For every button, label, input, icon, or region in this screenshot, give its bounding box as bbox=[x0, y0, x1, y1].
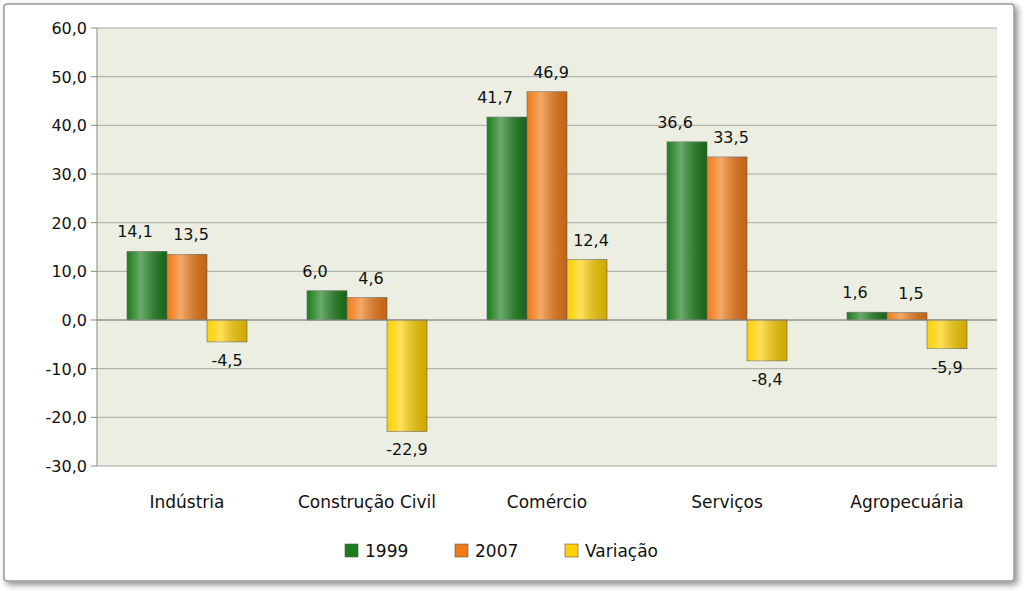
tick-label: 50,0 bbox=[51, 68, 87, 87]
bar bbox=[307, 291, 347, 320]
data-label: 1,5 bbox=[898, 284, 923, 303]
bar bbox=[487, 117, 527, 320]
tick-mark bbox=[91, 320, 97, 321]
tick-label: 0,0 bbox=[62, 311, 87, 330]
data-label: -8,4 bbox=[751, 370, 782, 389]
grid-line bbox=[97, 466, 997, 467]
bar bbox=[167, 254, 207, 320]
bar bbox=[207, 320, 247, 342]
bar-shine bbox=[127, 251, 167, 320]
bar bbox=[567, 260, 607, 320]
bar bbox=[707, 157, 747, 320]
tick-mark bbox=[91, 417, 97, 418]
bar bbox=[347, 298, 387, 320]
frame bbox=[4, 4, 1014, 581]
category-label: Indústria bbox=[149, 492, 224, 512]
bar-shine bbox=[747, 320, 787, 361]
bar bbox=[847, 312, 887, 320]
tick-label: -10,0 bbox=[46, 360, 87, 379]
bar-shine bbox=[307, 291, 347, 320]
chart: -30,0 -20,0 -10,0 0,0 10,0 20,0 30,0 40,0 50,0 60… bbox=[0, 0, 1024, 591]
bar-shine bbox=[667, 142, 707, 320]
tick-label: 40,0 bbox=[51, 116, 87, 135]
data-label: 36,6 bbox=[657, 113, 693, 132]
data-label: 46,9 bbox=[533, 63, 569, 82]
legend-swatch bbox=[455, 544, 468, 557]
bar-shine bbox=[387, 320, 427, 431]
data-label: -22,9 bbox=[386, 440, 427, 459]
bar-shine bbox=[927, 320, 967, 349]
tick-label: -20,0 bbox=[46, 408, 87, 427]
bar-shine bbox=[567, 260, 607, 320]
data-label: -4,5 bbox=[211, 351, 242, 370]
bar-shine bbox=[527, 92, 567, 320]
category-label: Comércio bbox=[507, 492, 587, 512]
data-label: -5,9 bbox=[931, 358, 962, 377]
tick-label: 30,0 bbox=[51, 165, 87, 184]
bar bbox=[927, 320, 967, 349]
bar bbox=[887, 313, 927, 320]
bar-shine bbox=[487, 117, 527, 320]
legend-label: 2007 bbox=[475, 541, 518, 561]
tick-mark bbox=[91, 222, 97, 223]
tick-label: 60,0 bbox=[51, 19, 87, 38]
tick-mark bbox=[91, 271, 97, 272]
plot-area bbox=[97, 28, 997, 466]
category-label: Agropecuária bbox=[850, 492, 963, 512]
bar bbox=[667, 142, 707, 320]
bar bbox=[747, 320, 787, 361]
bar-shine bbox=[347, 298, 387, 320]
category-label: Serviços bbox=[691, 492, 763, 512]
tick-mark bbox=[91, 174, 97, 175]
grid-line bbox=[97, 417, 997, 418]
y-axis bbox=[97, 28, 98, 466]
bar-shine bbox=[847, 312, 887, 320]
bar bbox=[387, 320, 427, 431]
bar-shine bbox=[707, 157, 747, 320]
bar bbox=[527, 92, 567, 320]
tick-mark bbox=[91, 125, 97, 126]
bar-shine bbox=[887, 313, 927, 320]
legend: 1999 2007 Variação bbox=[345, 541, 658, 561]
tick-mark bbox=[91, 76, 97, 77]
data-label: 33,5 bbox=[713, 128, 749, 147]
tick-label: 20,0 bbox=[51, 214, 87, 233]
bars bbox=[127, 92, 967, 432]
data-label: 41,7 bbox=[477, 88, 513, 107]
bar-shine bbox=[167, 254, 207, 320]
data-label: 1,6 bbox=[842, 283, 867, 302]
legend-swatch bbox=[345, 544, 358, 557]
bar-shine bbox=[207, 320, 247, 342]
data-label: 14,1 bbox=[117, 222, 153, 241]
tick-mark bbox=[91, 466, 97, 467]
tick-label: 10,0 bbox=[51, 262, 87, 281]
grid-line bbox=[97, 320, 997, 321]
legend-label: 1999 bbox=[365, 541, 408, 561]
grid-line bbox=[97, 28, 997, 29]
bar bbox=[127, 251, 167, 320]
zero-line bbox=[97, 320, 997, 321]
legend-swatch bbox=[565, 544, 578, 557]
data-label: 13,5 bbox=[173, 225, 209, 244]
data-label: 4,6 bbox=[358, 269, 383, 288]
category-label: Construção Civil bbox=[298, 492, 436, 512]
data-label: 12,4 bbox=[573, 231, 609, 250]
tick-label: -30,0 bbox=[46, 457, 87, 476]
legend-label: Variação bbox=[585, 541, 658, 561]
tick-mark bbox=[91, 28, 97, 29]
data-label: 6,0 bbox=[302, 262, 327, 281]
tick-mark bbox=[91, 368, 97, 369]
